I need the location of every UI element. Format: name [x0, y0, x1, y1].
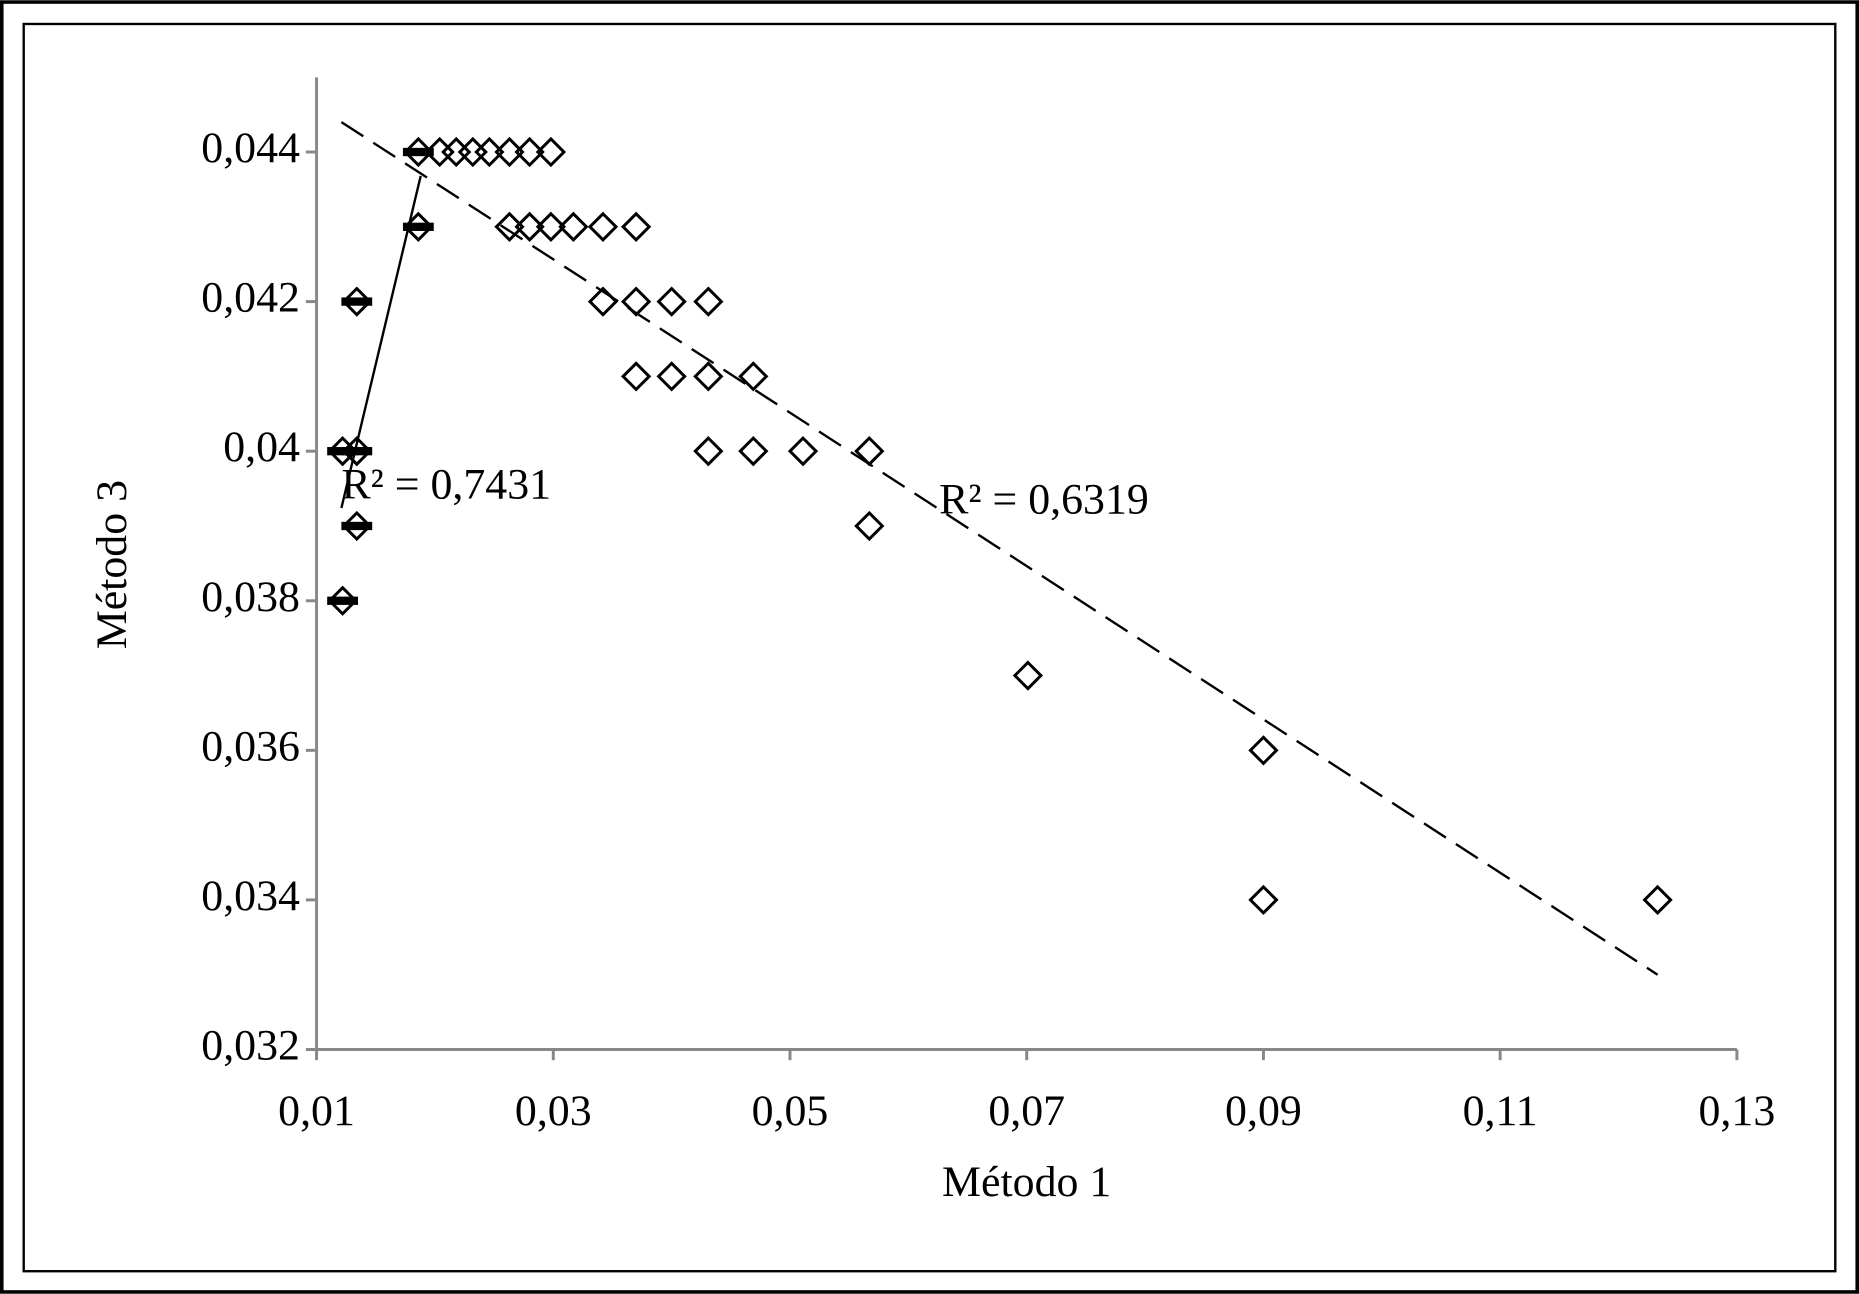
- point: [514, 136, 545, 168]
- y-tick-label: 0,032: [201, 1022, 300, 1070]
- point: [1248, 884, 1279, 916]
- point: [787, 436, 819, 467]
- point: [327, 585, 358, 616]
- point: [494, 136, 525, 168]
- trendline: [340, 175, 422, 509]
- point: [693, 436, 724, 467]
- y-tick-label: 0,042: [201, 274, 300, 322]
- point: [620, 286, 652, 317]
- y-tick-label: 0,036: [201, 722, 300, 770]
- point: [738, 361, 769, 392]
- point: [854, 510, 885, 542]
- point: [620, 211, 652, 242]
- point: [327, 436, 358, 467]
- point: [535, 211, 567, 242]
- point: [403, 136, 434, 168]
- point: [341, 447, 373, 456]
- x-tick-label: 0,07: [988, 1087, 1065, 1135]
- point: [656, 361, 687, 392]
- y-axis-title: Método 3: [88, 480, 136, 649]
- point: [341, 436, 372, 467]
- point: [535, 136, 567, 168]
- x-tick-label: 0,05: [752, 1087, 829, 1135]
- point: [474, 136, 505, 168]
- point: [402, 222, 434, 231]
- annotation: R² = 0,7431: [341, 461, 551, 509]
- y-tick-label: 0,044: [201, 124, 300, 172]
- trendline: [340, 121, 1659, 976]
- point: [341, 510, 372, 542]
- point: [1012, 660, 1044, 691]
- point: [341, 297, 373, 306]
- point: [693, 361, 724, 392]
- point: [341, 521, 373, 531]
- point: [738, 436, 769, 467]
- x-tick-label: 0,09: [1225, 1087, 1302, 1135]
- x-tick-label: 0,11: [1463, 1087, 1538, 1135]
- x-tick-label: 0,01: [278, 1087, 355, 1135]
- annotation: R² = 0,6319: [939, 476, 1149, 524]
- point: [558, 211, 589, 242]
- point: [402, 147, 434, 157]
- point: [656, 286, 687, 317]
- point: [693, 286, 724, 317]
- inner-frame: [22, 22, 1837, 1273]
- point: [587, 211, 619, 242]
- point: [1642, 884, 1673, 916]
- point: [620, 361, 652, 392]
- point: [327, 596, 359, 605]
- x-axis-title: Método 1: [942, 1158, 1111, 1206]
- point: [514, 211, 545, 242]
- point: [494, 211, 525, 242]
- y-tick-label: 0,04: [223, 423, 300, 471]
- y-tick-label: 0,038: [201, 573, 300, 621]
- point: [341, 286, 372, 317]
- x-tick-label: 0,13: [1699, 1087, 1776, 1135]
- y-tick-label: 0,034: [201, 872, 300, 920]
- x-tick-label: 0,03: [515, 1087, 592, 1135]
- point: [1248, 735, 1279, 766]
